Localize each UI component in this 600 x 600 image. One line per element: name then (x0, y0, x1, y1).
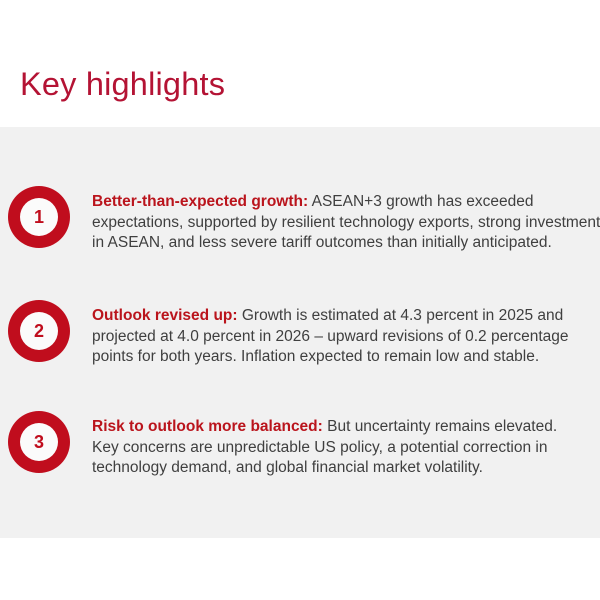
badge-number-3: 3 (20, 423, 58, 461)
badge-number-1: 1 (20, 198, 58, 236)
highlight-item-1: 1 Better-than-expected growth: ASEAN+3 g… (8, 186, 600, 254)
highlight-item-2: 2 Outlook revised up: Growth is estimate… (8, 300, 600, 368)
highlight-line: technology demand, and global financial … (92, 459, 483, 476)
highlight-line: in ASEAN, and less severe tariff outcome… (92, 234, 552, 251)
highlight-lead-1: Better-than-expected growth: (92, 193, 309, 210)
highlight-line-rest: Growth is estimated at 4.3 percent in 20… (237, 307, 564, 324)
highlight-line: Risk to outlook more balanced: But uncer… (92, 417, 600, 438)
badge-number-2: 2 (20, 312, 58, 350)
highlight-line: expectations, supported by resilient tec… (92, 213, 600, 231)
number-badge-3: 3 (8, 411, 70, 473)
content-panel (0, 127, 600, 538)
highlight-line: Outlook revised up: Growth is estimated … (92, 306, 600, 327)
highlight-lead-2: Outlook revised up: (92, 307, 238, 324)
highlight-line: points for both years. Inflation expecte… (92, 348, 540, 365)
highlight-line-rest: ASEAN+3 growth has exceeded (308, 193, 534, 210)
highlight-lead-3: Risk to outlook more balanced: (92, 418, 323, 435)
highlight-line: projected at 4.0 percent in 2026 – upwar… (92, 327, 569, 345)
number-badge-1: 1 (8, 186, 70, 248)
highlight-text-3: Risk to outlook more balanced: But uncer… (92, 411, 600, 479)
number-badge-2: 2 (8, 300, 70, 362)
highlight-line: Key concerns are unpredictable US policy… (92, 438, 548, 456)
highlight-item-3: 3 Risk to outlook more balanced: But unc… (8, 411, 600, 479)
highlight-text-1: Better-than-expected growth: ASEAN+3 gro… (92, 186, 600, 254)
highlight-text-2: Outlook revised up: Growth is estimated … (92, 300, 600, 368)
slide-title: Key highlights (20, 66, 226, 102)
highlight-line-rest: But uncertainty remains elevated. (322, 418, 558, 435)
highlight-line: Better-than-expected growth: ASEAN+3 gro… (92, 192, 600, 213)
